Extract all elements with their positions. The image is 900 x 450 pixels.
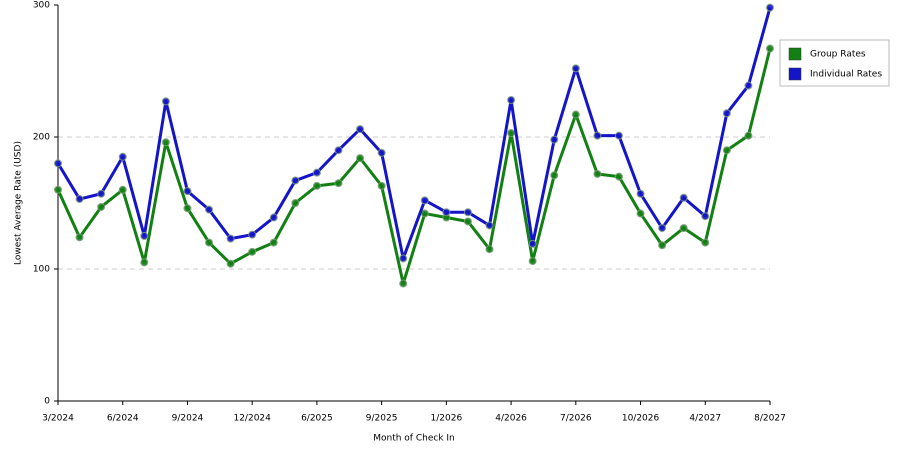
legend-label: Group Rates xyxy=(810,50,866,60)
legend-swatch xyxy=(788,47,802,61)
data-point xyxy=(377,181,386,190)
legend-swatch xyxy=(788,67,802,81)
data-point xyxy=(722,109,731,118)
data-point xyxy=(140,232,149,240)
x-tick-label: 3/2024 xyxy=(42,414,74,424)
data-point xyxy=(766,44,774,53)
data-point xyxy=(658,224,667,233)
data-point xyxy=(118,185,127,194)
x-tick-label: 8/2027 xyxy=(754,414,786,424)
y-tick-label: 0 xyxy=(44,397,50,407)
data-point xyxy=(334,146,343,155)
data-point xyxy=(161,138,170,147)
data-point xyxy=(97,202,106,211)
data-point xyxy=(507,96,516,105)
x-tick-label: 6/2024 xyxy=(107,414,139,424)
data-point xyxy=(140,258,149,267)
x-tick-label: 12/2024 xyxy=(233,414,271,424)
data-point xyxy=(463,208,472,217)
data-point xyxy=(442,208,451,217)
data-point xyxy=(97,189,106,198)
data-point xyxy=(636,209,645,218)
data-point xyxy=(528,257,537,266)
data-point xyxy=(722,146,731,155)
data-point xyxy=(356,125,365,134)
data-point xyxy=(485,245,494,254)
data-point xyxy=(593,131,602,140)
data-point xyxy=(291,176,300,185)
data-point xyxy=(679,193,688,202)
data-point xyxy=(614,131,623,140)
data-point xyxy=(269,238,278,247)
x-tick-label: 7/2026 xyxy=(560,414,592,424)
data-point xyxy=(75,233,84,242)
data-point xyxy=(571,64,580,73)
data-point xyxy=(658,241,667,250)
data-point xyxy=(636,189,645,198)
data-point xyxy=(248,230,257,239)
data-point xyxy=(205,238,214,247)
data-point xyxy=(161,97,170,106)
x-tick-label: 4/2026 xyxy=(495,414,527,424)
data-point xyxy=(312,168,321,177)
data-point xyxy=(420,196,429,205)
data-point xyxy=(679,224,688,233)
y-tick-label: 200 xyxy=(33,133,50,143)
data-point xyxy=(399,279,408,288)
data-point xyxy=(205,205,214,214)
data-point xyxy=(463,217,472,226)
data-point xyxy=(356,154,365,163)
data-point xyxy=(312,181,321,190)
data-point xyxy=(701,238,710,247)
x-axis-label: Month of Check In xyxy=(373,434,455,444)
data-point xyxy=(334,179,343,188)
data-point xyxy=(183,187,192,196)
data-point xyxy=(399,254,408,263)
x-tick-label: 9/2024 xyxy=(172,414,204,424)
data-point xyxy=(75,195,84,204)
y-tick-label: 300 xyxy=(33,1,50,11)
data-point xyxy=(550,171,559,180)
data-point xyxy=(507,129,516,138)
data-point xyxy=(744,81,753,90)
data-point xyxy=(226,259,235,268)
data-point xyxy=(291,199,300,207)
y-axis-label: Lowest Average Rate (USD) xyxy=(14,141,24,265)
data-point xyxy=(377,148,386,157)
legend-label: Individual Rates xyxy=(810,70,882,80)
x-tick-label: 9/2025 xyxy=(366,414,398,424)
data-point xyxy=(118,152,127,161)
y-tick-label: 100 xyxy=(33,265,50,275)
data-point xyxy=(766,3,774,12)
data-point xyxy=(593,169,602,178)
x-tick-label: 1/2026 xyxy=(431,414,463,424)
x-tick-label: 4/2027 xyxy=(689,414,721,424)
data-point xyxy=(571,110,580,119)
data-point xyxy=(226,234,235,243)
data-point xyxy=(183,204,192,213)
data-point xyxy=(528,239,537,248)
data-point xyxy=(701,212,710,221)
series-line xyxy=(56,48,772,286)
data-point xyxy=(54,159,62,168)
data-point xyxy=(614,172,623,181)
x-tick-label: 10/2026 xyxy=(622,414,660,424)
data-point xyxy=(485,221,494,230)
data-point xyxy=(269,213,278,222)
data-point xyxy=(550,135,559,144)
data-point xyxy=(248,247,257,256)
data-point xyxy=(54,185,62,194)
data-point xyxy=(744,131,753,140)
x-tick-label: 6/2025 xyxy=(301,414,333,424)
series-line xyxy=(56,7,772,260)
